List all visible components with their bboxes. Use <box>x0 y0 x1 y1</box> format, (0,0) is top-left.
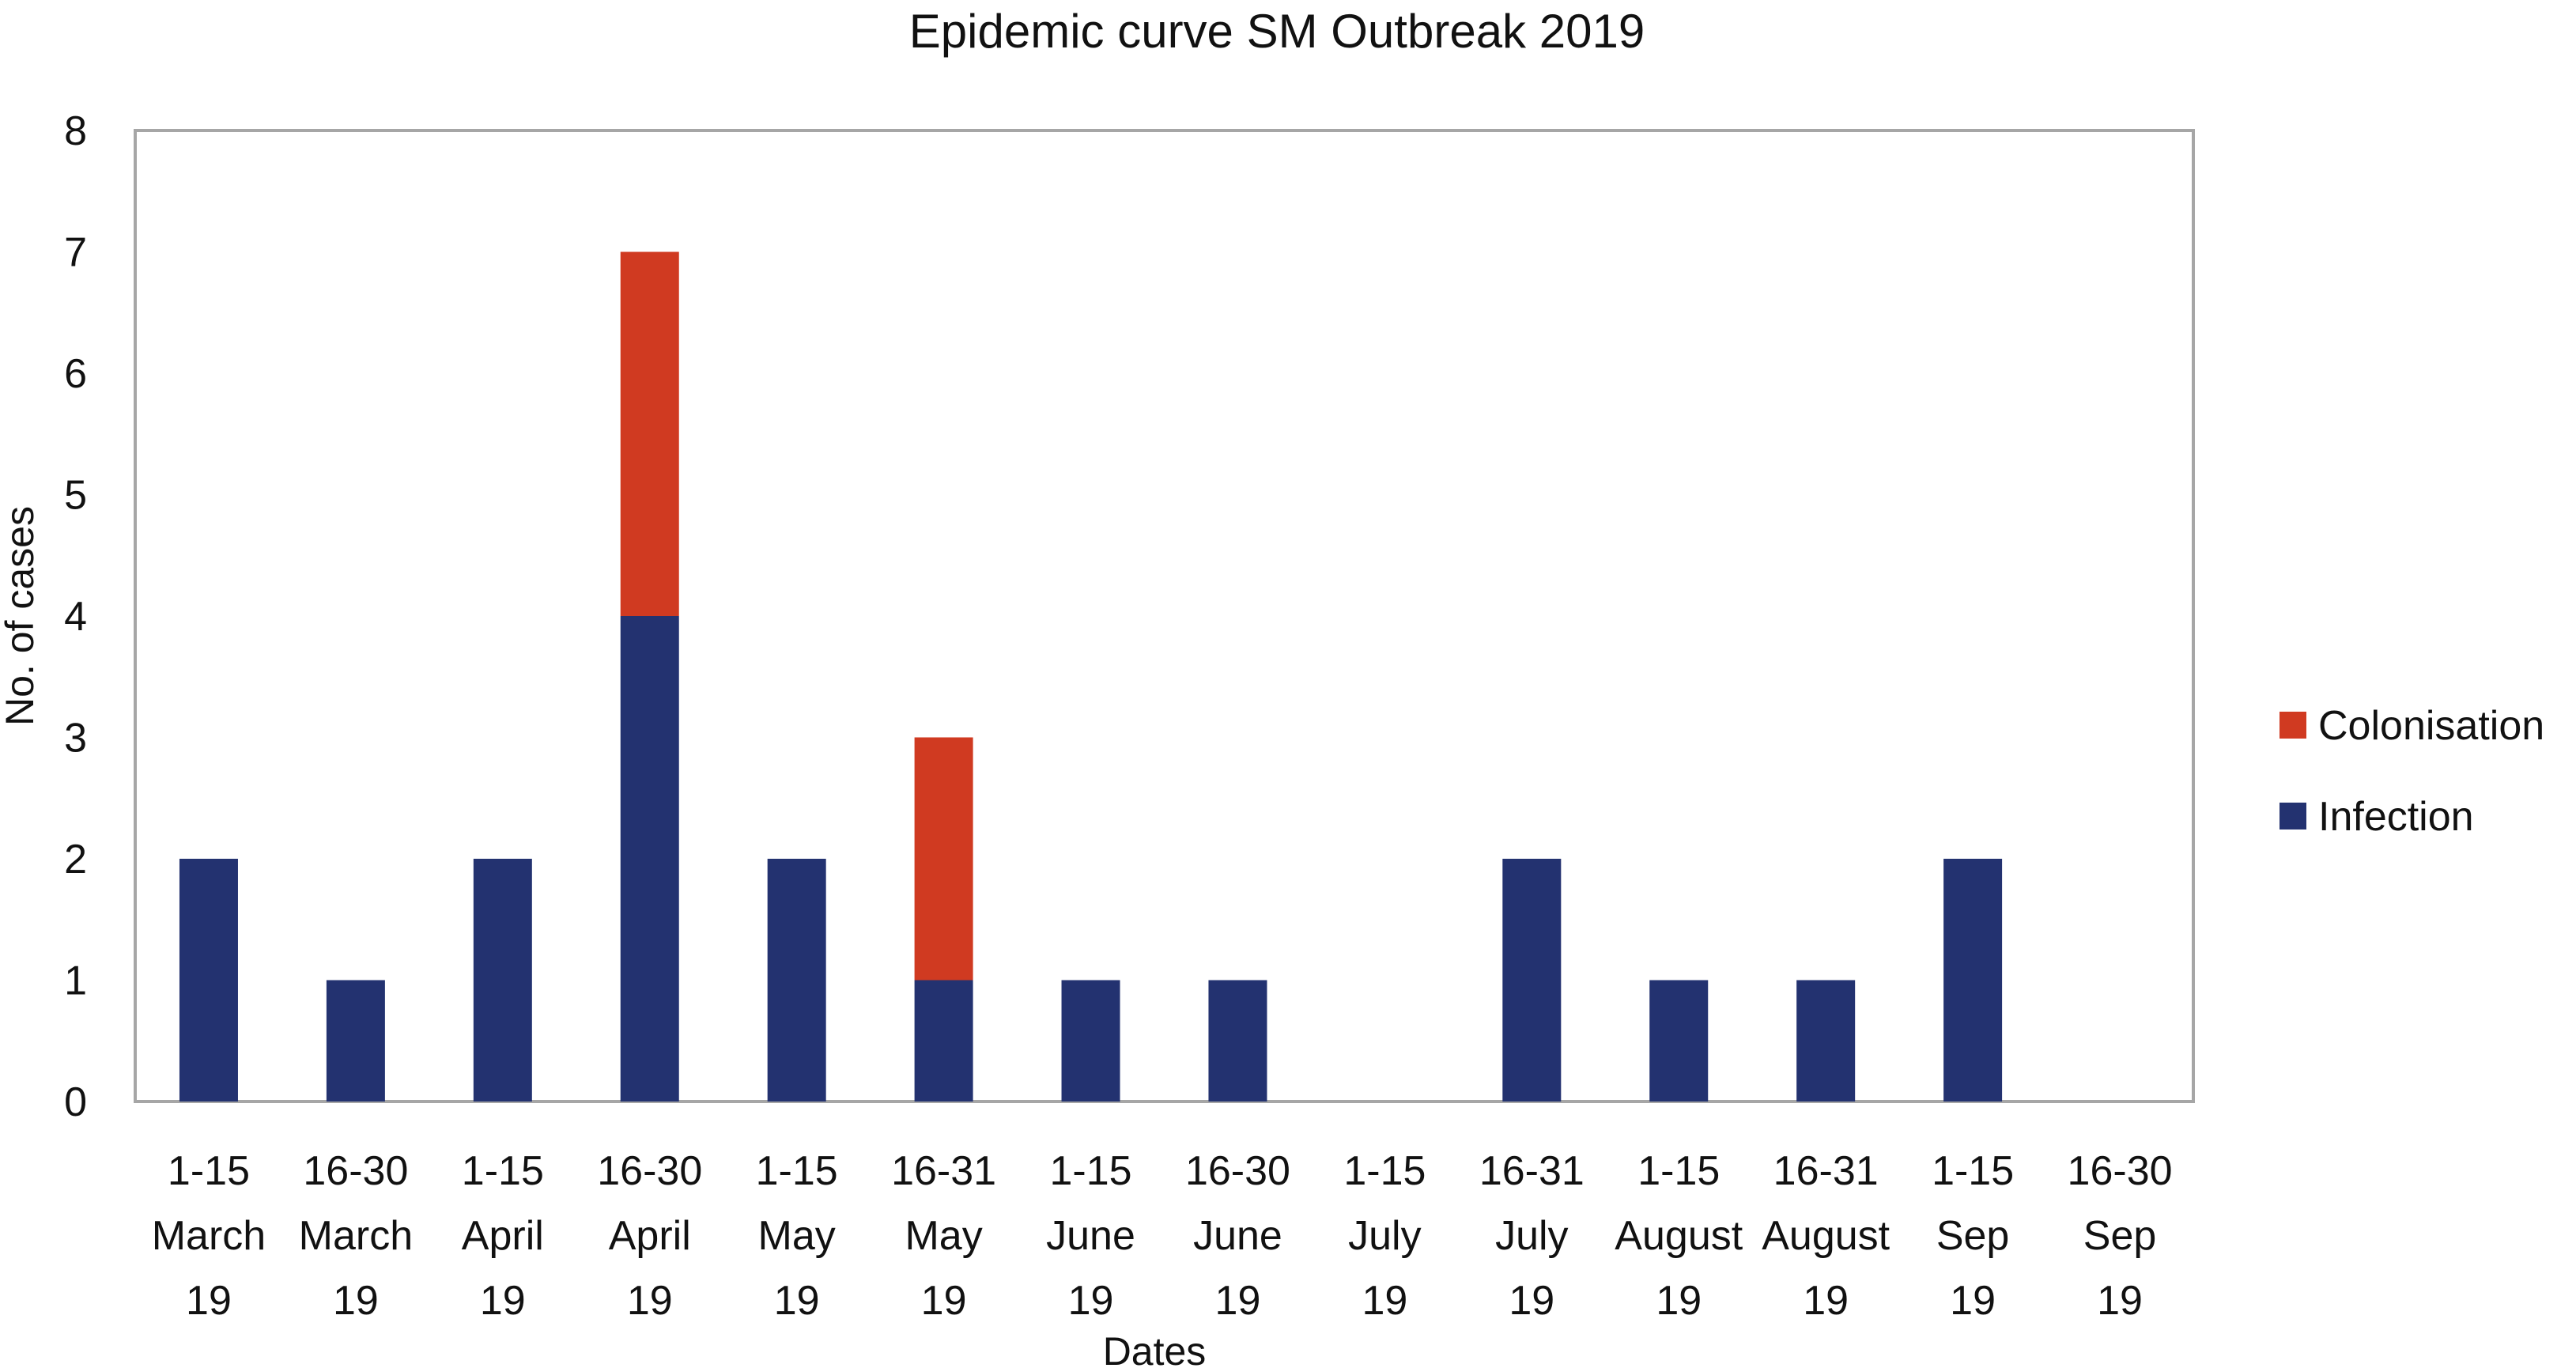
x-tick-label: 19 <box>1656 1278 1702 1324</box>
y-tick-label: 2 <box>64 837 87 882</box>
chart-title: Epidemic curve SM Outbreak 2019 <box>909 5 1645 58</box>
x-tick-label: 1-15 <box>1637 1148 1720 1194</box>
bar-colonisation-5 <box>914 737 973 981</box>
x-tick-label: August <box>1762 1213 1890 1259</box>
x-tick-label: 19 <box>480 1278 526 1324</box>
legend-swatch-colonisation <box>2279 712 2306 739</box>
y-axis-title: No. of cases <box>0 506 42 726</box>
bar-infection-2 <box>473 859 532 1102</box>
x-tick-label: 19 <box>186 1278 232 1324</box>
x-tick-label: July <box>1348 1213 1421 1259</box>
x-tick-label: 19 <box>921 1278 967 1324</box>
x-tick-label: 1-15 <box>462 1148 544 1194</box>
x-tick-label: Sep <box>1936 1213 2010 1259</box>
x-tick-label: 16-31 <box>1773 1148 1879 1194</box>
x-tick-label: June <box>1193 1213 1282 1259</box>
bars <box>179 251 2003 1102</box>
bar-infection-10 <box>1649 980 1709 1102</box>
y-tick-label: 3 <box>64 716 87 761</box>
bar-infection-0 <box>179 859 238 1102</box>
y-tick-label: 7 <box>64 230 87 276</box>
bar-infection-1 <box>326 980 385 1102</box>
bar-infection-12 <box>1943 859 2003 1102</box>
y-tick-label: 5 <box>64 473 87 519</box>
x-tick-label: 19 <box>627 1278 673 1324</box>
x-tick-label: May <box>905 1213 982 1259</box>
y-axis: 0 1 2 3 4 5 6 7 8 <box>64 108 87 1125</box>
y-tick-label: 8 <box>64 108 87 154</box>
y-tick-label: 0 <box>64 1079 87 1125</box>
x-tick-label: July <box>1495 1213 1568 1259</box>
x-tick-label: 19 <box>2097 1278 2143 1324</box>
bar-infection-5 <box>914 980 973 1102</box>
x-tick-label: 1-15 <box>756 1148 838 1194</box>
x-tick-label: April <box>462 1213 544 1259</box>
x-tick-label: 19 <box>333 1278 379 1324</box>
x-tick-label: 16-31 <box>1479 1148 1585 1194</box>
x-tick-label: March <box>152 1213 266 1259</box>
x-tick-label: June <box>1046 1213 1135 1259</box>
plot-area-border <box>134 129 2195 1103</box>
x-tick-label: 16-30 <box>1185 1148 1290 1194</box>
x-tick-label: 16-30 <box>2068 1148 2173 1194</box>
legend-label-infection: Infection <box>2318 794 2474 840</box>
bar-infection-6 <box>1061 980 1120 1102</box>
x-tick-label: 1-15 <box>168 1148 250 1194</box>
x-tick-label: 1-15 <box>1932 1148 2014 1194</box>
x-tick-label: 19 <box>1068 1278 1114 1324</box>
bar-infection-11 <box>1796 980 1856 1102</box>
x-tick-label: 16-31 <box>891 1148 996 1194</box>
x-tick-label: 19 <box>1950 1278 1996 1324</box>
y-tick-label: 6 <box>64 351 87 397</box>
x-tick-label: 19 <box>1509 1278 1554 1324</box>
x-tick-label: March <box>299 1213 413 1259</box>
bar-colonisation-3 <box>620 251 679 616</box>
x-tick-label: 1-15 <box>1049 1148 1131 1194</box>
bar-infection-7 <box>1208 980 1267 1102</box>
x-tick-label: Sep <box>2083 1213 2157 1259</box>
x-tick-label: May <box>758 1213 836 1259</box>
x-tick-label: 16-30 <box>303 1148 408 1194</box>
x-axis-title: Dates <box>1103 1329 1207 1368</box>
legend-label-colonisation: Colonisation <box>2318 703 2544 749</box>
y-tick-label: 4 <box>64 594 87 640</box>
x-tick-label: April <box>609 1213 691 1259</box>
x-tick-label: 1-15 <box>1343 1148 1426 1194</box>
y-tick-label: 1 <box>64 958 87 1004</box>
x-tick-label: 16-30 <box>597 1148 702 1194</box>
x-tick-label: 19 <box>774 1278 820 1324</box>
bar-infection-9 <box>1502 859 1562 1102</box>
legend: Colonisation Infection <box>2279 703 2544 840</box>
bar-infection-3 <box>620 616 679 1102</box>
x-axis: 1-15 March 19 16-30 March 19 1-15 April 19 16-30 A… <box>152 1148 2173 1324</box>
bar-infection-4 <box>767 859 826 1102</box>
x-tick-label: 19 <box>1362 1278 1407 1324</box>
x-tick-label: 19 <box>1803 1278 1849 1324</box>
x-tick-label: 19 <box>1215 1278 1261 1324</box>
x-tick-label: August <box>1615 1213 1743 1259</box>
legend-swatch-infection <box>2279 803 2306 829</box>
